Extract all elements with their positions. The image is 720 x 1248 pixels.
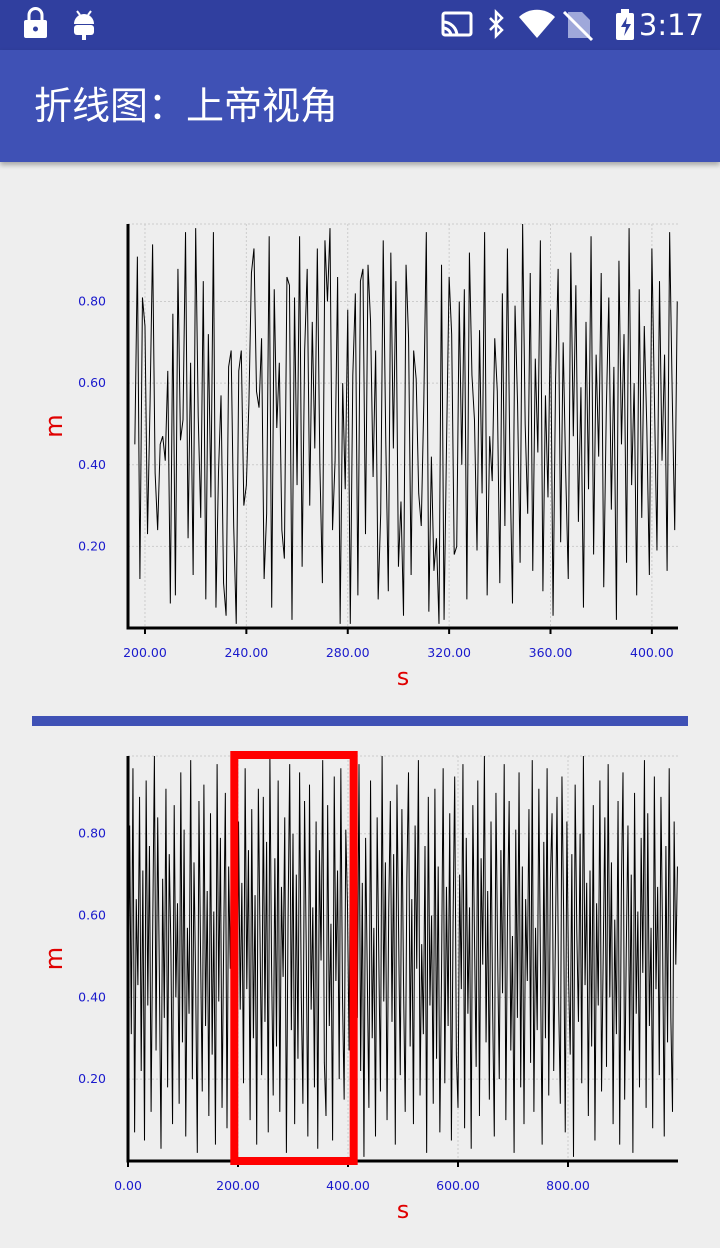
status-bar: 3:17 xyxy=(0,0,720,50)
y-tick-label: 0.60 xyxy=(78,375,106,390)
x-tick-label: 320.00 xyxy=(427,645,471,660)
x-axis-label: s xyxy=(397,1196,410,1224)
data-line xyxy=(134,223,678,624)
status-icons-right xyxy=(441,8,634,42)
y-tick-label: 0.60 xyxy=(78,908,106,923)
status-icons xyxy=(24,7,94,40)
x-tick-label: 400.00 xyxy=(630,645,674,660)
x-tick-label: 360.00 xyxy=(529,645,573,660)
data-line xyxy=(128,755,678,1157)
y-tick-label: 0.80 xyxy=(78,294,106,309)
y-tick-label: 0.40 xyxy=(78,457,106,472)
y-tick-label: 0.20 xyxy=(78,538,106,553)
viewport-highlight xyxy=(230,751,358,1165)
clock: 3:17 xyxy=(638,8,704,42)
y-tick-label: 0.20 xyxy=(78,1071,106,1086)
x-tick-label: 280.00 xyxy=(326,645,370,660)
x-tick-label: 600.00 xyxy=(436,1178,480,1193)
y-axis-label: m xyxy=(40,414,68,437)
divider xyxy=(32,716,688,726)
x-tick-label: 200.00 xyxy=(123,645,167,660)
toolbar-title: 折线图：上帝视角 xyxy=(34,84,339,128)
x-tick-label: 400.00 xyxy=(326,1178,370,1193)
y-tick-label: 0.40 xyxy=(78,989,106,1004)
y-axis-label: m xyxy=(40,947,68,970)
y-tick-label: 0.80 xyxy=(78,826,106,841)
x-tick-label: 200.00 xyxy=(216,1178,260,1193)
x-tick-label: 0.00 xyxy=(114,1178,142,1193)
x-tick-label: 240.00 xyxy=(224,645,268,660)
x-axis-label: s xyxy=(397,663,410,691)
toolbar: 折线图：上帝视角 xyxy=(0,50,720,162)
x-tick-label: 800.00 xyxy=(546,1178,590,1193)
